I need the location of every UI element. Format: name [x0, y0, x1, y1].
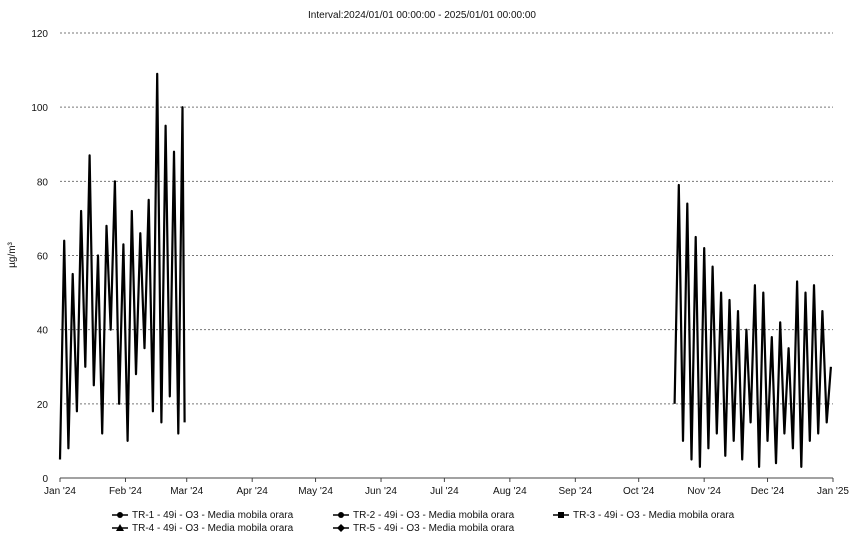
legend-item-3[interactable]: TR-3 - 49i - O3 - Media mobila orara — [553, 510, 735, 521]
legend-label: TR-5 - 49i - O3 - Media mobila orara — [353, 523, 515, 534]
legend-label: TR-3 - 49i - O3 - Media mobila orara — [573, 510, 735, 521]
legend-label: TR-4 - 49i - O3 - Media mobila orara — [132, 523, 294, 534]
legend-marker-triangle — [116, 524, 124, 531]
legend-marker-square — [558, 512, 564, 518]
x-tick-label: Feb '24 — [109, 486, 142, 497]
series-line-1 — [58, 72, 186, 460]
y-tick-label: 60 — [37, 252, 49, 263]
x-tick-label: Sep '24 — [559, 486, 593, 497]
x-tick-labels: Jan '24 Feb '24 Mar '24 Apr '24 May '24 Jun '… — [44, 478, 849, 497]
legend-label: TR-1 - 49i - O3 - Media mobila orara — [132, 510, 294, 521]
y-tick-label: 80 — [37, 177, 49, 188]
x-tick-label: Mar '24 — [170, 486, 203, 497]
y-tick-label: 100 — [31, 103, 48, 114]
legend-marker-circle — [338, 512, 344, 518]
legend-marker-circle — [117, 512, 123, 518]
y-tick-label: 20 — [37, 400, 49, 411]
y-tick-label: 120 — [31, 29, 48, 40]
y-axis-label: µg/m³ — [7, 241, 18, 267]
x-tick-label: Oct '24 — [623, 486, 655, 497]
legend-item-4[interactable]: TR-4 - 49i - O3 - Media mobila orara — [112, 523, 294, 534]
legend: TR-1 - 49i - O3 - Media mobila orara TR-2… — [112, 510, 735, 534]
series-line-3 — [673, 183, 832, 468]
x-tick-label: Jul '24 — [430, 486, 459, 497]
legend-item-5[interactable]: TR-5 - 49i - O3 - Media mobila orara — [333, 523, 515, 534]
legend-item-1[interactable]: TR-1 - 49i - O3 - Media mobila orara — [112, 510, 294, 521]
x-tick-label: Jan '25 — [817, 486, 849, 497]
x-tick-label: Apr '24 — [237, 486, 269, 497]
x-tick-label: Nov '24 — [687, 486, 721, 497]
x-tick-label: Aug '24 — [493, 486, 527, 497]
x-tick-label: May '24 — [298, 486, 333, 497]
series-group — [58, 72, 832, 468]
chart-title: Interval:2024/01/01 00:00:00 - 2025/01/0… — [308, 10, 536, 21]
legend-marker-diamond — [337, 524, 345, 532]
y-tick-label: 0 — [42, 474, 48, 485]
legend-label: TR-2 - 49i - O3 - Media mobila orara — [353, 510, 515, 521]
y-tick-labels: 0 20 40 60 80 100 120 — [31, 29, 48, 485]
x-tick-label: Jun '24 — [365, 486, 397, 497]
x-tick-label: Dec '24 — [751, 486, 785, 497]
x-tick-label: Jan '24 — [44, 486, 76, 497]
y-tick-label: 40 — [37, 326, 49, 337]
legend-item-2[interactable]: TR-2 - 49i - O3 - Media mobila orara — [333, 510, 515, 521]
